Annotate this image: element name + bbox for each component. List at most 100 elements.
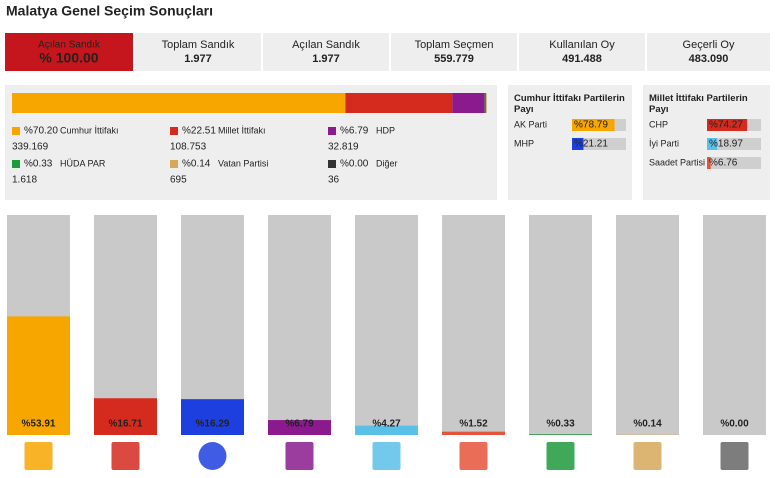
legend-name: Vatan Partisi [218, 158, 268, 168]
category-label: MHP [514, 138, 534, 148]
bar-track [707, 138, 761, 150]
stat-label: Açılan Sandık [38, 40, 101, 51]
stat-cell [391, 33, 517, 71]
bar [442, 431, 505, 435]
legend-percent: %6.79 [340, 126, 369, 137]
stat-label: Toplam Sandık [162, 39, 235, 51]
stat-cell [5, 33, 133, 71]
column-track [355, 215, 418, 435]
value-label: %0.33 [546, 419, 575, 430]
party-logo [459, 442, 488, 470]
bar [355, 425, 418, 435]
value-label: %78.79 [574, 120, 608, 131]
bar [268, 420, 331, 435]
value-label: %0.14 [633, 419, 662, 430]
column-track [703, 215, 766, 435]
legend-swatch [12, 160, 20, 168]
legend-count: 695 [170, 175, 187, 186]
column-track [181, 215, 244, 435]
stat-label: Geçerli Oy [683, 39, 735, 51]
stat-cell [263, 33, 389, 71]
stack-segment [12, 93, 346, 113]
column-track [442, 215, 505, 435]
legend-name: HDP [376, 125, 395, 135]
stat-value: 1.977 [312, 53, 340, 65]
legend-count: 36 [328, 175, 340, 186]
column-track [529, 215, 592, 435]
party-logo [633, 442, 662, 470]
legend-count: 32.819 [328, 142, 359, 153]
legend-percent: %0.14 [182, 159, 211, 170]
value-label: %16.29 [196, 419, 230, 430]
value-label: %21.21 [574, 139, 608, 150]
bar-track [572, 138, 626, 150]
stack-segment [345, 93, 453, 113]
stat-value: % 100.00 [39, 50, 98, 66]
party-logo [198, 442, 227, 470]
column-track [268, 215, 331, 435]
stat-label: Toplam Seçmen [415, 39, 494, 51]
column-track [616, 215, 679, 435]
bar [572, 119, 615, 131]
party-logo [546, 442, 575, 470]
category-label: AK Parti [514, 119, 547, 129]
legend-count: 339.169 [12, 142, 49, 153]
panel-title-line: Cumhur İttifakı Partilerin [514, 93, 625, 104]
legend-percent: %0.00 [340, 159, 369, 170]
category-label: CHP [649, 119, 668, 129]
stat-value: 1.977 [184, 53, 212, 65]
legend-percent: %22.51 [182, 126, 216, 137]
category-label: İyi Parti [649, 138, 679, 148]
stat-cell [135, 33, 261, 71]
party-logo [720, 442, 749, 470]
party-logo [285, 442, 314, 470]
legend-count: 108.753 [170, 142, 207, 153]
legend-swatch [328, 160, 336, 168]
legend-swatch [170, 160, 178, 168]
value-label: %16.71 [109, 419, 143, 430]
bar [707, 157, 711, 169]
legend-swatch [328, 127, 336, 135]
stat-value: 491.488 [562, 53, 602, 65]
value-label: %18.97 [709, 139, 743, 150]
value-label: %1.52 [459, 419, 488, 430]
panel-title-line: Millet İttifakı Partilerin [649, 93, 748, 104]
bar-track [707, 157, 761, 169]
legend-name: Diğer [376, 158, 398, 168]
stat-label: Açılan Sandık [292, 39, 360, 51]
panel-title-line: Payı [514, 104, 534, 115]
value-label: %4.27 [372, 419, 401, 430]
panel-title: Millet İttifakı Partilerin Payı [649, 93, 748, 115]
value-label: %6.76 [709, 158, 738, 169]
stat-value: 559.779 [434, 53, 474, 65]
stat-value: 483.090 [689, 53, 729, 65]
legend-name: Cumhur İttifakı [60, 125, 119, 135]
panel-title: Cumhur İttifakı Partilerin Payı [514, 93, 625, 115]
panel-title-line: Payı [649, 104, 669, 115]
legend-swatch [170, 127, 178, 135]
stack-segment [452, 93, 485, 113]
legend-count: 1.618 [12, 175, 37, 186]
value-label: %53.91 [22, 419, 56, 430]
stack-segment [486, 93, 487, 113]
page-title: Malatya Genel Seçim Sonuçları [6, 3, 213, 19]
stat-label: Kullanılan Oy [549, 39, 615, 51]
party-logo [111, 442, 140, 470]
legend-name: Millet İttifakı [218, 125, 266, 135]
party-logo [24, 442, 53, 470]
bar [529, 434, 592, 435]
value-label: %6.79 [285, 419, 314, 430]
stat-cell [519, 33, 645, 71]
legend-percent: %70.20 [24, 126, 58, 137]
party-logo [372, 442, 401, 470]
legend-swatch [12, 127, 20, 135]
bar [94, 398, 157, 435]
stat-cell [647, 33, 770, 71]
bar [572, 138, 584, 150]
bar [181, 399, 244, 435]
legend-percent: %0.33 [24, 159, 53, 170]
bar [7, 316, 70, 435]
stack-segment [484, 93, 487, 113]
category-label: Saadet Partisi [649, 157, 705, 167]
